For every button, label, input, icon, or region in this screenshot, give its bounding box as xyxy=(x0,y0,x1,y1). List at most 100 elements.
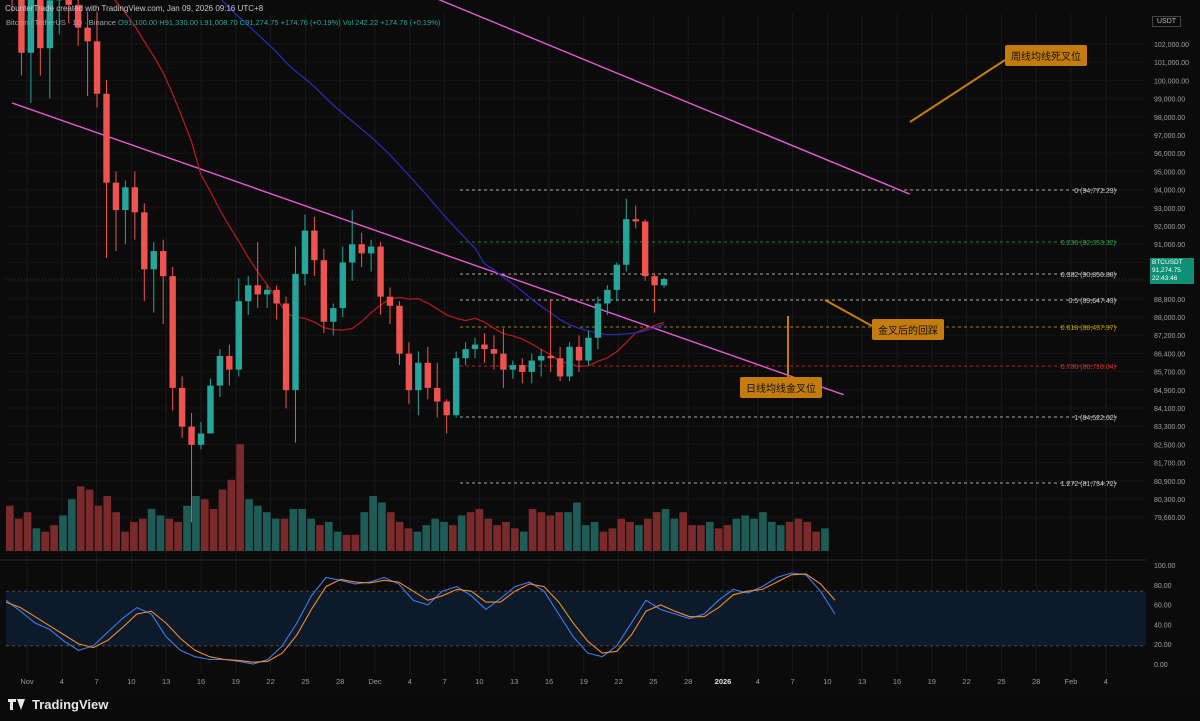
candle-body xyxy=(150,251,157,270)
volume-bar xyxy=(803,521,812,551)
price-tick-label: 87,200.00 xyxy=(1154,333,1185,340)
volume-bar xyxy=(546,515,555,551)
volume-bar xyxy=(511,528,519,551)
volume-bar xyxy=(209,508,218,551)
time-tick-label: 28 xyxy=(336,677,344,686)
volume-bar xyxy=(218,489,227,551)
volume-bar xyxy=(23,512,32,551)
price-tick-label: 100,000.00 xyxy=(1154,78,1189,85)
time-tick-label: 22 xyxy=(266,677,274,686)
volume-bar xyxy=(130,521,138,551)
volume-bar xyxy=(103,496,112,551)
candle-body xyxy=(141,212,148,270)
volume-bar xyxy=(50,525,58,551)
candle-body xyxy=(367,246,375,254)
time-tick-label: 10 xyxy=(127,677,135,686)
candle-body xyxy=(377,246,384,297)
time-tick-label: 7 xyxy=(443,677,447,686)
candle-body xyxy=(358,244,365,254)
candle-body xyxy=(556,358,564,377)
volume-bar xyxy=(76,486,85,551)
time-tick-label: 19 xyxy=(232,677,240,686)
price-tick-label: 84,100.00 xyxy=(1154,406,1185,413)
candle-body xyxy=(245,285,252,302)
volume-bar xyxy=(200,499,209,551)
volume-bar xyxy=(94,505,103,551)
candle-body xyxy=(216,355,224,386)
volume-bar xyxy=(750,518,758,551)
volume-bar xyxy=(776,525,785,551)
volume-bar xyxy=(493,525,501,551)
currency-label[interactable]: USDT xyxy=(1152,16,1182,27)
candle-body xyxy=(339,262,346,309)
price-tick-label: 93,000.00 xyxy=(1154,206,1185,213)
candle-body xyxy=(254,285,261,295)
price-tick-label: 80,300.00 xyxy=(1154,497,1185,504)
time-tick-label: 16 xyxy=(197,677,205,686)
volume-bar xyxy=(342,534,351,551)
volume-bar xyxy=(6,505,14,551)
volume-bar xyxy=(147,508,156,551)
price-tick-label: 88,000.00 xyxy=(1154,315,1185,322)
trendline xyxy=(11,102,844,396)
time-tick-label: 16 xyxy=(893,677,901,686)
fib-level-label: 0.618 (88,437.97) xyxy=(1061,325,1116,332)
ma-slow-line xyxy=(221,0,665,336)
pullback-callout: 金叉后的回踩 xyxy=(872,319,944,340)
price-tick-label: 99,000.00 xyxy=(1154,97,1185,104)
tradingview-brand[interactable]: TradingView xyxy=(8,697,108,712)
time-tick-label: 7 xyxy=(791,677,795,686)
legend-symbol: Bitcoin / TetherUS · 1D · Binance xyxy=(6,18,116,27)
volume-bar xyxy=(812,531,820,551)
candle-body xyxy=(405,353,413,391)
volume-bar xyxy=(271,518,280,551)
volume-bar xyxy=(333,531,342,551)
volume-bar xyxy=(449,525,457,551)
volume-bar xyxy=(156,515,165,551)
price-tick-label: 88,800.00 xyxy=(1154,297,1185,304)
candle-body xyxy=(122,187,129,211)
legend-values: O91,100.00 H91,330.00 L91,008.70 C91,274… xyxy=(118,18,341,27)
badge-time: 22:43:46 xyxy=(1152,275,1178,282)
volume-bar xyxy=(254,505,262,551)
volume-bar xyxy=(608,528,617,551)
volume-bar xyxy=(794,518,803,551)
candle-body xyxy=(566,346,573,377)
price-tick-label: 101,000.00 xyxy=(1154,60,1189,67)
volume-bar xyxy=(626,521,634,551)
candle-body xyxy=(93,41,101,94)
price-tick-label: 80,900.00 xyxy=(1154,479,1185,486)
candle-body xyxy=(623,219,630,265)
candle-body xyxy=(301,230,309,274)
badge-symbol: BTCUSDT xyxy=(1152,259,1183,266)
volume-bar xyxy=(502,521,510,551)
price-tick-label: 85,700.00 xyxy=(1154,370,1185,377)
candle-body xyxy=(311,230,318,261)
osc-tick-label: 40.00 xyxy=(1154,622,1172,629)
price-tick-label: 95,000.00 xyxy=(1154,169,1185,176)
candle-body xyxy=(519,365,526,372)
volume-bar xyxy=(519,531,528,551)
volume-bar xyxy=(378,502,386,551)
volume-bar xyxy=(714,528,723,551)
volume-bar xyxy=(289,508,298,551)
candle-body xyxy=(131,187,139,213)
price-tick-label: 83,300.00 xyxy=(1154,424,1185,431)
fib-level-label: 0.382 (90,856.88) xyxy=(1061,272,1116,279)
volume-bar xyxy=(617,518,626,551)
candle-body xyxy=(112,182,120,211)
time-tick-label: 19 xyxy=(580,677,588,686)
time-tick-label: Dec xyxy=(368,677,382,686)
price-tick-label: 98,000.00 xyxy=(1154,115,1185,122)
fib-level-label: 1 (84,522.62) xyxy=(1074,415,1116,422)
ma-fast-line xyxy=(114,0,665,368)
volume-bar xyxy=(59,515,67,551)
volume-bar xyxy=(165,518,174,551)
price-tick-label: 81,700.00 xyxy=(1154,461,1185,468)
volume-bar xyxy=(32,528,41,551)
osc-tick-label: 0.00 xyxy=(1154,662,1168,669)
price-tick-label: 82,500.00 xyxy=(1154,442,1185,449)
candle-body xyxy=(575,346,583,361)
candle-body xyxy=(320,260,328,322)
